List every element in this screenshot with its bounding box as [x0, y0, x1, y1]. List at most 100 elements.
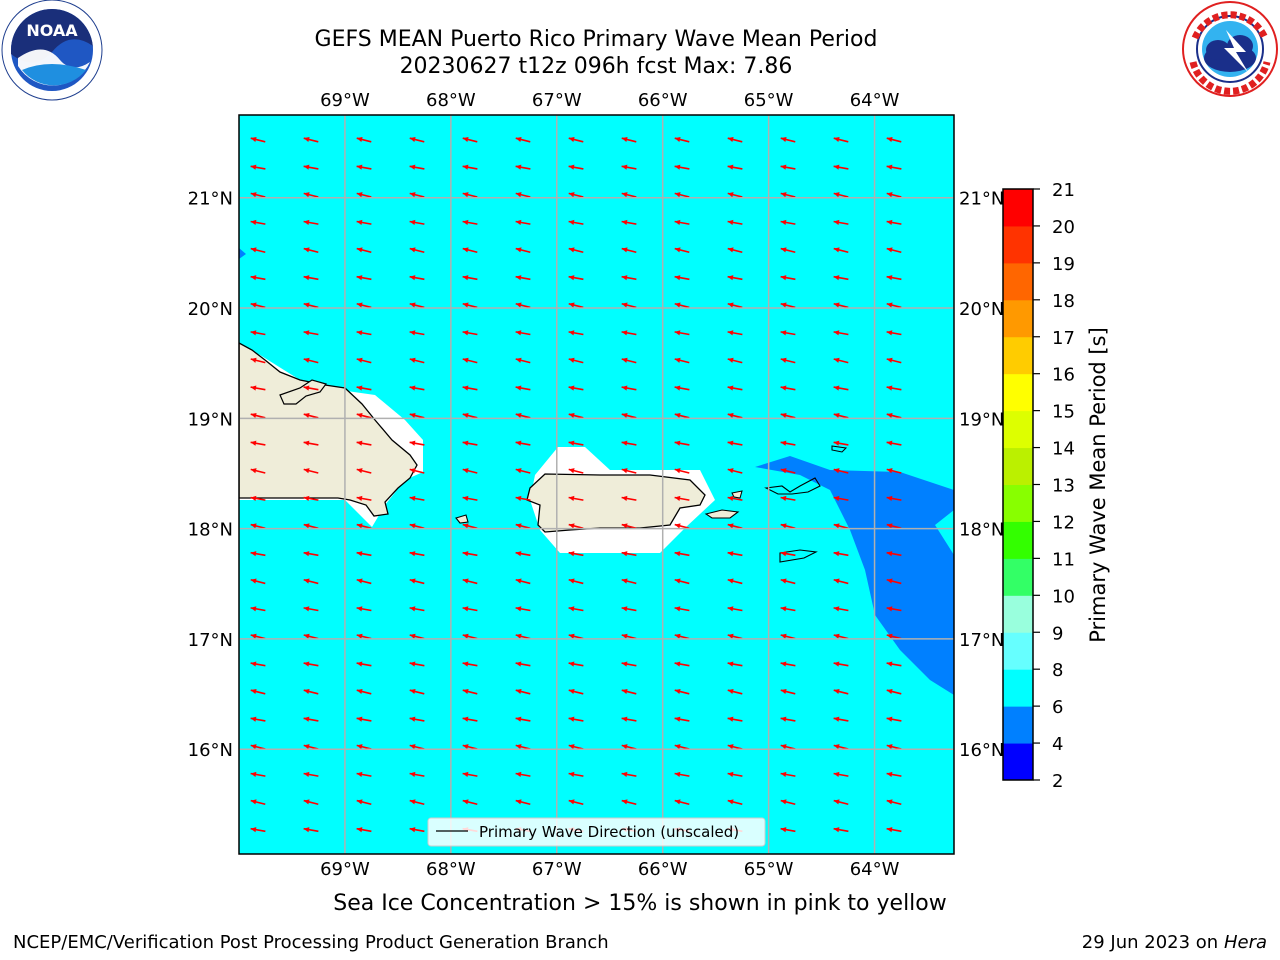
wave-arrow-160: [462, 468, 478, 474]
wave-arrow-236: [356, 633, 372, 640]
wave-arrow-110: [568, 357, 584, 364]
wave-arrow-22: [727, 164, 743, 170]
wave-arrow-311: [886, 771, 902, 778]
wave-arrow-95: [462, 330, 478, 336]
wave-arrow-31: [515, 192, 531, 198]
wave-arrow-277: [462, 716, 478, 722]
wave-arrow-289: [409, 744, 425, 750]
wave-arrow-20: [621, 164, 637, 170]
wave-arrow-187: [515, 523, 531, 529]
wave-arrow-99: [674, 330, 690, 336]
wave-arrow-35: [727, 192, 743, 198]
wave-direction-arrows: [250, 136, 902, 833]
wave-arrow-165: [727, 468, 743, 474]
wave-arrow-52: [250, 247, 266, 253]
wave-arrow-142: [886, 412, 902, 419]
wave-arrow-316: [462, 799, 478, 805]
lon-labels-bottom: 69°W 68°W 67°W 66°W 65°W 64°W: [320, 859, 900, 880]
credit-right: 29 Jun 2023 on Hera: [1082, 932, 1267, 953]
wave-arrow-61: [727, 247, 743, 253]
wave-arrow-36: [780, 192, 796, 198]
wave-arrow-225: [462, 606, 478, 612]
colorbar-segment-15: [1003, 189, 1033, 227]
wave-arrow-202: [621, 551, 637, 557]
wave-arrow-205: [780, 551, 796, 557]
wave-arrow-268: [674, 688, 690, 695]
wave-arrow-68: [409, 275, 425, 281]
wave-arrow-58: [568, 247, 584, 253]
colorbar-segment-12: [1003, 299, 1033, 338]
wave-arrow-325: [250, 827, 266, 833]
colorbar-segment-10: [1003, 373, 1033, 412]
wave-arrow-293: [621, 744, 637, 750]
land-puerto-rico: [526, 473, 706, 533]
wave-arrow-323: [833, 799, 849, 805]
wave-arrow-105: [303, 357, 319, 364]
wave-arrow-18: [515, 164, 531, 170]
colorbar-tick-7: 12: [1052, 512, 1075, 533]
lon-labels-top: 69°W 68°W 67°W 66°W 65°W 64°W: [320, 90, 900, 111]
wave-arrow-204: [727, 551, 743, 557]
wave-arrow-237: [409, 633, 425, 640]
wave-arrow-200: [515, 551, 531, 557]
wave-arrow-85: [621, 302, 637, 309]
colorbar-segment-14: [1003, 225, 1033, 264]
wave-arrow-83: [515, 302, 531, 309]
wave-arrow-303: [462, 771, 478, 778]
colorbar-segment-5: [1003, 558, 1033, 596]
wave-arrow-217: [727, 578, 743, 585]
wave-arrow-272: [886, 688, 902, 695]
wave-arrow-280: [621, 716, 637, 722]
wave-arrow-258: [833, 661, 849, 667]
wave-arrow-69: [462, 275, 478, 281]
wave-arrow-87: [727, 302, 743, 309]
wave-arrow-178: [727, 495, 743, 502]
wave-arrow-138: [674, 412, 690, 419]
wave-arrow-43: [462, 219, 478, 226]
wave-arrow-193: [833, 523, 849, 529]
wave-arrow-53: [303, 247, 319, 253]
wave-arrow-161: [515, 468, 531, 474]
wave-arrow-109: [515, 357, 531, 364]
wave-arrow-126: [727, 385, 743, 391]
wave-arrow-77: [886, 275, 902, 281]
wave-arrow-120: [409, 385, 425, 391]
wave-arrow-54: [356, 247, 372, 253]
wave-arrow-119: [356, 385, 372, 391]
lat-label-left-1: 20°N: [188, 299, 233, 320]
wave-arrow-185: [409, 523, 425, 529]
wave-arrow-139: [727, 412, 743, 419]
wave-arrow-251: [462, 661, 478, 667]
wave-arrow-80: [356, 302, 372, 309]
wave-arrow-239: [515, 633, 531, 640]
wave-arrow-71: [568, 275, 584, 281]
noaa-logo: NOAA: [1, 0, 103, 101]
wave-arrow-257: [780, 661, 796, 667]
wave-arrow-15: [356, 164, 372, 170]
wave-arrow-8: [674, 136, 690, 143]
wave-arrow-21: [674, 164, 690, 170]
wave-arrow-151: [674, 440, 690, 446]
wave-arrow-238: [462, 633, 478, 640]
lat-label-left-3: 18°N: [188, 520, 233, 541]
wave-arrow-262: [356, 688, 372, 695]
wave-arrow-270: [780, 688, 796, 695]
wave-arrow-78: [250, 302, 266, 309]
wave-arrow-335: [780, 827, 796, 833]
wave-arrow-336: [833, 827, 849, 833]
chart-title: GEFS MEAN Puerto Rico Primary Wave Mean …: [314, 27, 878, 52]
wave-arrow-296: [780, 744, 796, 750]
wave-arrow-242: [674, 633, 690, 640]
wave-arrow-123: [568, 385, 584, 391]
wave-arrow-216: [674, 578, 690, 585]
wave-arrow-282: [727, 716, 743, 722]
wave-arrow-210: [356, 578, 372, 585]
wave-arrow-172: [409, 495, 425, 502]
wave-arrow-169: [250, 495, 266, 502]
wave-arrow-27: [303, 192, 319, 198]
colorbar-tick-6: 11: [1052, 549, 1075, 570]
wave-arrow-244: [780, 633, 796, 640]
colorbar-tick-2: 6: [1052, 697, 1063, 718]
wave-arrow-157: [303, 468, 319, 474]
wave-arrow-140: [780, 412, 796, 419]
